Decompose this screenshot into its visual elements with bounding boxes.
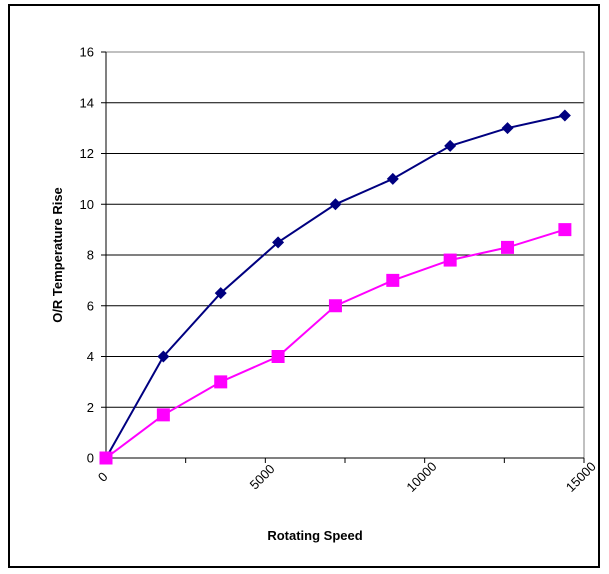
x-tick-label: 10000 (403, 459, 439, 495)
chart-frame (8, 4, 600, 568)
y-tick-label: 8 (87, 248, 94, 263)
data-point (501, 240, 515, 254)
data-point (214, 375, 228, 389)
y-tick-label: 16 (80, 45, 94, 60)
data-point (329, 198, 342, 211)
series-group (99, 109, 572, 465)
y-tick-label: 4 (87, 349, 94, 364)
axes: 0 2 4 6 8 10 12 14 16 0 5000 10000 15000 (80, 45, 599, 495)
x-tick-label: 15000 (563, 459, 599, 495)
x-axis-title: Rotating Speed (267, 528, 362, 543)
y-tick-label: 0 (87, 451, 94, 466)
y-tick-label: 14 (80, 95, 94, 110)
y-tick-label: 12 (80, 146, 94, 161)
data-point (444, 139, 457, 152)
y-tick-label: 2 (87, 400, 94, 415)
data-point (558, 223, 572, 237)
gridlines (106, 51, 584, 408)
data-point (501, 122, 514, 135)
series-line (105, 114, 566, 459)
x-tick-label: 0 (95, 469, 111, 485)
data-point (271, 350, 285, 363)
data-point (386, 172, 399, 185)
data-point (443, 253, 457, 267)
data-point (386, 273, 400, 287)
data-point (157, 350, 170, 363)
data-point (156, 408, 170, 422)
series-2 (99, 223, 572, 465)
data-point (272, 236, 285, 249)
data-point (558, 109, 571, 122)
y-tick-label: 6 (87, 298, 94, 313)
data-point (328, 299, 342, 313)
data-point (99, 451, 113, 465)
data-point (214, 287, 227, 300)
y-tick-label: 10 (80, 197, 94, 212)
y-axis-title: O/R Temperature Rise (50, 187, 65, 323)
x-tick-label: 5000 (247, 461, 278, 492)
